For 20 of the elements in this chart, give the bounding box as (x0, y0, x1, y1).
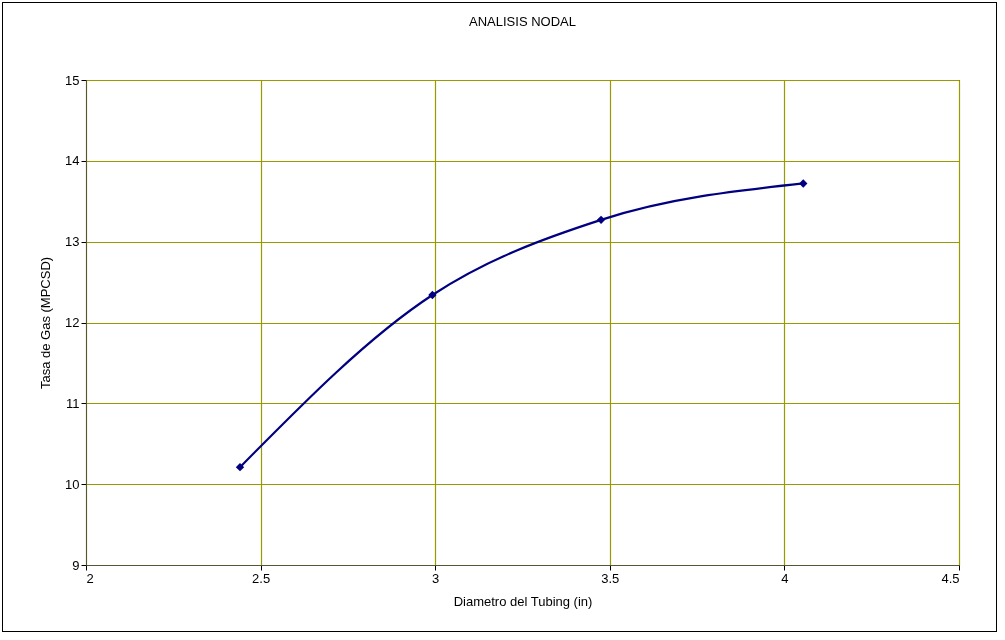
point (235, 463, 245, 472)
y-axis-title: Tasa de Gas (MPCSD) (38, 256, 54, 390)
x-tick-label: 3.5 (601, 570, 620, 586)
y-tick-label: 13 (65, 234, 80, 250)
y-tick-label: 9 (72, 557, 80, 573)
point (596, 215, 606, 225)
x-tick-label: 2.5 (252, 570, 271, 586)
point (428, 290, 437, 300)
x-tick-label: 2 (86, 570, 94, 586)
x-tick-label: 4.5 (941, 570, 960, 586)
point (799, 179, 808, 188)
x-tick-label: 4 (781, 570, 789, 586)
y-tick-label: 12 (65, 315, 80, 330)
x-axis-title: Diametro del Tubing (in) (453, 593, 593, 609)
y-tick-label: 15 (65, 72, 80, 88)
y-tick-label: 14 (65, 153, 80, 169)
y-tick-label: 11 (66, 395, 80, 411)
y-tick-label: 10 (65, 476, 80, 492)
chart-title: ANALISIS NODAL (469, 14, 576, 29)
x-tick-label: 3 (432, 570, 440, 586)
